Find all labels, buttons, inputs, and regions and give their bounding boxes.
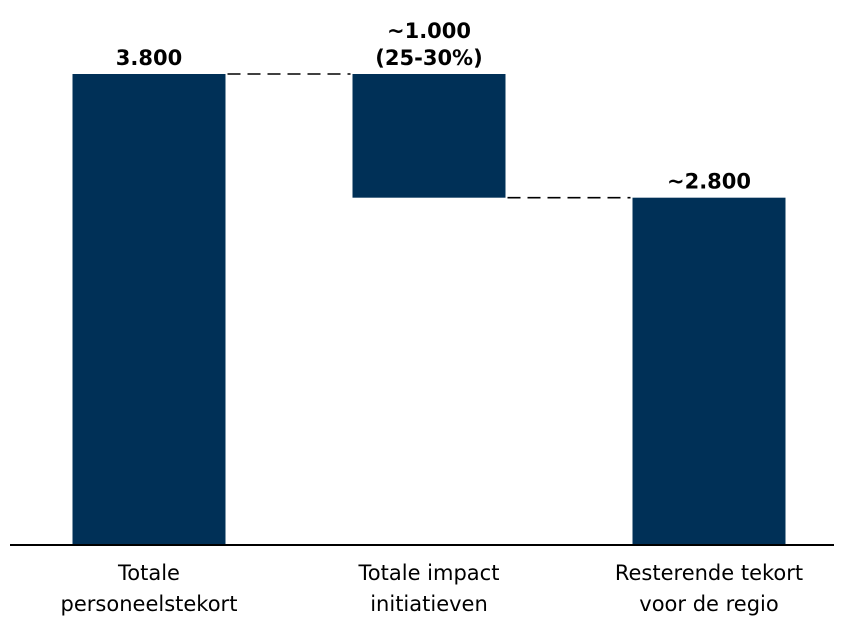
bar-2 [632,197,786,544]
category-label-0-1: personeelstekort [61,592,238,616]
category-label-0-0: Totale [117,561,180,585]
connector-lines [227,73,631,199]
value-labels-group: 3.800 ~1.000 (25-30%) ~2.800 [116,19,751,194]
bars-group [72,74,786,544]
value-label-1-0: ~1.000 [387,19,471,43]
value-label-0-0: 3.800 [116,46,182,70]
bar-0 [72,74,226,544]
category-label-1-0: Totale impact [358,561,500,585]
bar-1 [352,74,506,198]
value-label-2-0: ~2.800 [667,170,751,194]
category-label-2-1: voor de regio [639,592,778,616]
value-label-1-1: (25-30%) [375,46,482,70]
category-label-2-0: Resterende tekort [615,561,803,585]
category-label-1-1: initiatieven [370,592,488,616]
category-labels-group: Totale personeelstekort Totale impact initi… [61,561,804,616]
